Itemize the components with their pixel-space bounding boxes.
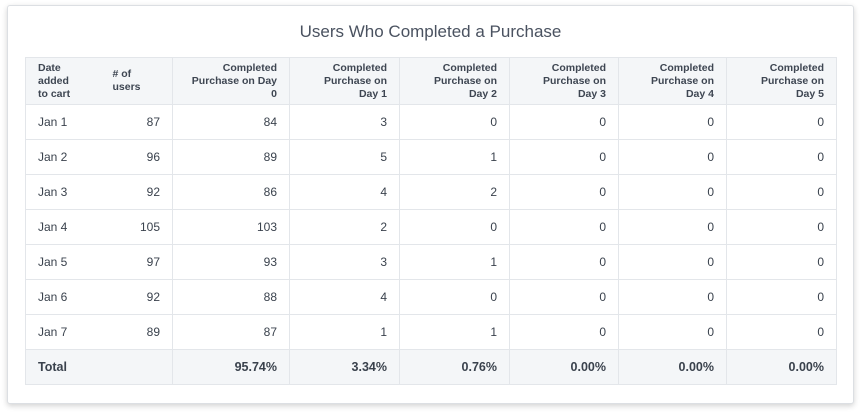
cell-date: Jan 3 xyxy=(25,174,101,210)
cell-users: 97 xyxy=(100,244,173,280)
cell-day-0: 84 xyxy=(172,104,290,140)
column-header-day-0: Completed Purchase on Day 0 xyxy=(172,57,290,105)
cell-day-2: 1 xyxy=(399,314,510,350)
total-users xyxy=(100,349,173,385)
cell-day-1: 4 xyxy=(289,279,400,315)
cell-users: 96 xyxy=(100,139,173,175)
report-title: Users Who Completed a Purchase xyxy=(299,22,562,41)
table-row: Jan 6 92 88 4 0 0 0 0 xyxy=(25,279,837,315)
cell-date: Jan 5 xyxy=(25,244,101,280)
cell-day-2: 0 xyxy=(399,104,510,140)
cell-day-5: 0 xyxy=(726,244,837,280)
report-card: Users Who Completed a Purchase Date adde… xyxy=(7,5,854,404)
cell-day-1: 3 xyxy=(289,244,400,280)
cell-day-3: 0 xyxy=(509,139,619,175)
cell-date: Jan 7 xyxy=(25,314,101,350)
cell-date: Jan 1 xyxy=(25,104,101,140)
cell-users: 92 xyxy=(100,174,173,210)
table-row: Jan 5 97 93 3 1 0 0 0 xyxy=(25,244,837,280)
table-row: Jan 7 89 87 1 1 0 0 0 xyxy=(25,314,837,350)
column-header-day-3: Completed Purchase on Day 3 xyxy=(509,57,619,105)
total-day-3: 0.00% xyxy=(509,349,619,385)
total-day-4: 0.00% xyxy=(618,349,727,385)
cell-day-0: 89 xyxy=(172,139,290,175)
column-header-day-2: Completed Purchase on Day 2 xyxy=(399,57,510,105)
cell-day-2: 0 xyxy=(399,209,510,245)
cell-day-3: 0 xyxy=(509,314,619,350)
cell-day-3: 0 xyxy=(509,279,619,315)
column-header-day-4: Completed Purchase on Day 4 xyxy=(618,57,727,105)
total-day-1: 3.34% xyxy=(289,349,400,385)
cell-day-0: 86 xyxy=(172,174,290,210)
cell-day-4: 0 xyxy=(618,174,727,210)
total-day-2: 0.76% xyxy=(399,349,510,385)
cell-day-2: 0 xyxy=(399,279,510,315)
table-row: Jan 3 92 86 4 2 0 0 0 xyxy=(25,174,837,210)
cell-day-3: 0 xyxy=(509,104,619,140)
cell-day-1: 2 xyxy=(289,209,400,245)
cell-date: Jan 2 xyxy=(25,139,101,175)
total-label: Total xyxy=(25,349,101,385)
cell-day-2: 1 xyxy=(399,244,510,280)
column-header-day-5: Completed Purchase on Day 5 xyxy=(726,57,837,105)
purchase-table: Date added to cart # of users Completed … xyxy=(25,57,837,385)
cell-day-4: 0 xyxy=(618,314,727,350)
cell-day-3: 0 xyxy=(509,174,619,210)
cell-day-0: 88 xyxy=(172,279,290,315)
cell-date: Jan 6 xyxy=(25,279,101,315)
table-row: Jan 1 87 84 3 0 0 0 0 xyxy=(25,104,837,140)
cell-day-5: 0 xyxy=(726,139,837,175)
table-row: Jan 4 105 103 2 0 0 0 0 xyxy=(25,209,837,245)
cell-date: Jan 4 xyxy=(25,209,101,245)
cell-day-0: 87 xyxy=(172,314,290,350)
cell-users: 89 xyxy=(100,314,173,350)
column-header-day-1: Completed Purchase on Day 1 xyxy=(289,57,400,105)
cell-day-2: 1 xyxy=(399,139,510,175)
cell-users: 105 xyxy=(100,209,173,245)
column-header-date: Date added to cart xyxy=(25,57,101,105)
cell-day-5: 0 xyxy=(726,104,837,140)
cell-users: 92 xyxy=(100,279,173,315)
total-day-0: 95.74% xyxy=(172,349,290,385)
cell-day-5: 0 xyxy=(726,279,837,315)
cell-day-5: 0 xyxy=(726,209,837,245)
cell-day-3: 0 xyxy=(509,209,619,245)
cell-day-2: 2 xyxy=(399,174,510,210)
cell-day-4: 0 xyxy=(618,244,727,280)
total-row: Total 95.74% 3.34% 0.76% 0.00% 0.00% 0.0… xyxy=(25,349,837,385)
cell-users: 87 xyxy=(100,104,173,140)
cell-day-3: 0 xyxy=(509,244,619,280)
cell-day-4: 0 xyxy=(618,209,727,245)
total-day-5: 0.00% xyxy=(726,349,837,385)
column-header-users: # of users xyxy=(100,57,173,105)
cell-day-5: 0 xyxy=(726,314,837,350)
cell-day-1: 4 xyxy=(289,174,400,210)
table-header-row: Date added to cart # of users Completed … xyxy=(25,57,837,105)
cell-day-1: 5 xyxy=(289,139,400,175)
cell-day-0: 103 xyxy=(172,209,290,245)
cell-day-4: 0 xyxy=(618,279,727,315)
table-row: Jan 2 96 89 5 1 0 0 0 xyxy=(25,139,837,175)
cell-day-5: 0 xyxy=(726,174,837,210)
cell-day-0: 93 xyxy=(172,244,290,280)
cell-day-1: 3 xyxy=(289,104,400,140)
cell-day-4: 0 xyxy=(618,139,727,175)
cell-day-4: 0 xyxy=(618,104,727,140)
cell-day-1: 1 xyxy=(289,314,400,350)
